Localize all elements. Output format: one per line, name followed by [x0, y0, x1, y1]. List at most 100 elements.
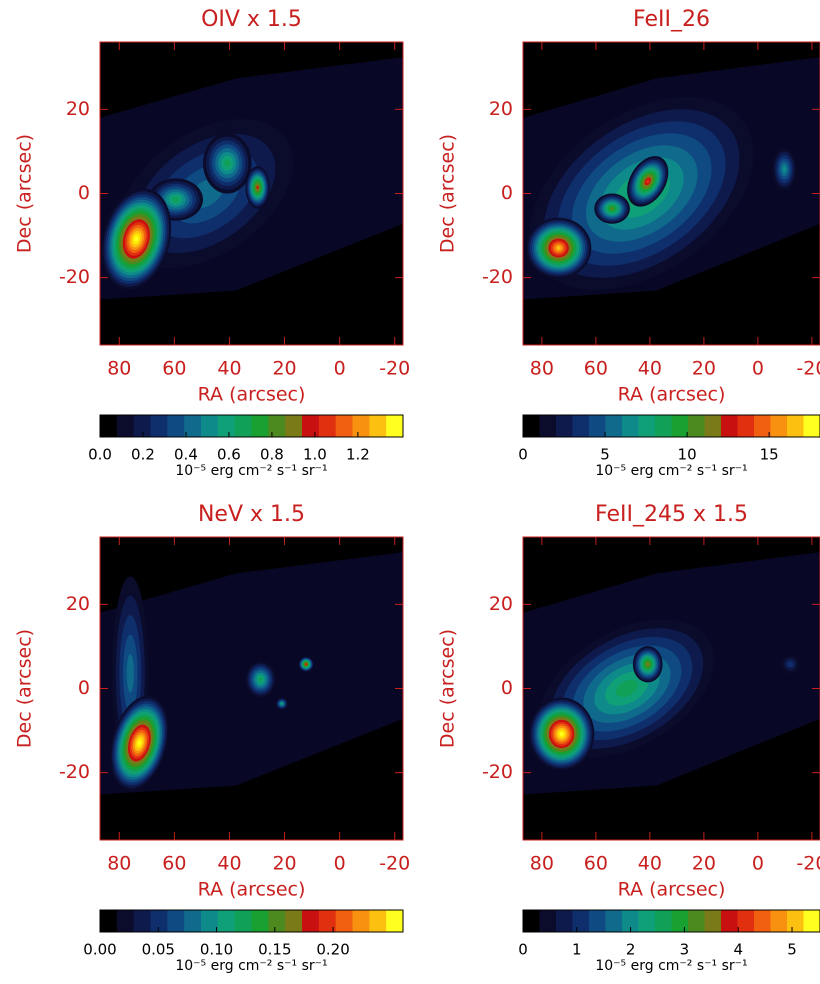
colorbar-segment	[589, 415, 606, 437]
colorbar-frame	[99, 909, 404, 933]
colorbar-label: 10⁻⁵ erg cm⁻² s⁻¹ sr⁻¹	[175, 463, 327, 479]
contour	[782, 165, 787, 173]
x-tick-label: -20	[379, 853, 410, 875]
colorbar-segment	[302, 415, 320, 437]
colorbar-segment	[556, 910, 573, 932]
contour	[610, 207, 614, 211]
colorbar-segment	[184, 415, 202, 437]
x-tick-label: 0	[752, 853, 764, 875]
colorbar-segment	[605, 415, 623, 437]
colorbar-segment	[268, 910, 286, 932]
x-tick-label: -20	[379, 358, 410, 380]
contour	[256, 185, 259, 190]
panel-title: FeII_26	[633, 7, 710, 32]
colorbar-segment	[285, 415, 303, 437]
colorbar-segment	[622, 415, 639, 437]
colorbar-segment	[268, 415, 286, 437]
colorbar-segment	[754, 415, 771, 437]
x-axis-label: RA (arcsec)	[618, 879, 726, 901]
colorbar-segment	[167, 415, 185, 437]
x-axis-label: RA (arcsec)	[198, 384, 306, 406]
colorbar-segment	[251, 415, 269, 437]
x-axis-label: RA (arcsec)	[618, 384, 726, 406]
colorbar-segment	[352, 415, 370, 437]
colorbar-segment	[352, 910, 370, 932]
x-tick-label: 80	[530, 853, 554, 875]
colorbar-segment	[721, 910, 738, 932]
colorbar-tick-label: 0	[518, 941, 528, 959]
colorbar-tick-label: 0.20	[316, 941, 349, 959]
contour	[280, 702, 283, 705]
panel-title: FeII_245 x 1.5	[595, 502, 748, 527]
colorbar-tick-label: 0.0	[88, 446, 112, 464]
colorbar-tick-label: 1.0	[303, 446, 327, 464]
colorbar-tick-label: 10	[678, 446, 697, 464]
x-tick-label: 20	[692, 853, 716, 875]
panel-title: OIV x 1.5	[201, 7, 302, 32]
y-tick-label: 20	[489, 593, 513, 615]
x-tick-label: 20	[272, 853, 296, 875]
colorbar-tick-label: 0.6	[217, 446, 241, 464]
colorbar-segment	[704, 910, 722, 932]
colorbar-segment	[184, 910, 202, 932]
x-tick-label: 80	[530, 358, 554, 380]
colorbar-tick-label: 3	[680, 941, 690, 959]
colorbar-segment	[523, 910, 540, 932]
colorbar-label: 10⁻⁵ erg cm⁻² s⁻¹ sr⁻¹	[175, 958, 327, 974]
x-tick-label: 60	[162, 358, 186, 380]
y-tick-label: -20	[482, 761, 513, 783]
colorbar-tick-label: 2	[626, 941, 636, 959]
colorbar-tick-label: 0.15	[258, 941, 291, 959]
contour	[126, 653, 134, 693]
y-tick-label: -20	[59, 761, 90, 783]
colorbar-segment	[671, 910, 689, 932]
x-tick-label: 0	[334, 358, 346, 380]
colorbar-segment	[318, 415, 337, 437]
colorbar-segment	[386, 415, 404, 437]
heatmap	[100, 42, 403, 345]
colorbar-segment	[539, 910, 557, 932]
contour	[137, 740, 142, 746]
y-axis-label: Dec (arcsec)	[437, 629, 459, 748]
contour	[559, 731, 564, 736]
colorbar-tick-label: 0	[518, 446, 528, 464]
colorbar-segment	[655, 415, 672, 437]
y-axis-label: Dec (arcsec)	[14, 629, 36, 748]
colorbar-segment	[622, 910, 639, 932]
colorbar-segment	[150, 415, 168, 437]
x-tick-label: 60	[162, 853, 186, 875]
colorbar-segment	[318, 910, 337, 932]
colorbar-tick-label: 5	[787, 941, 797, 959]
y-tick-label: -20	[59, 266, 90, 288]
contour	[556, 246, 561, 250]
colorbar-segment	[688, 910, 705, 932]
contour	[616, 679, 638, 698]
colorbar-tick-label: 1.2	[346, 446, 370, 464]
colorbar-segment	[251, 910, 269, 932]
colorbar-frame	[99, 414, 404, 438]
colorbar-segment	[737, 415, 755, 437]
x-tick-label: 80	[107, 853, 131, 875]
y-tick-label: 20	[489, 98, 513, 120]
contour	[258, 677, 263, 682]
colorbar-segment	[770, 415, 788, 437]
y-tick-label: 0	[501, 182, 513, 204]
y-tick-label: 0	[78, 182, 90, 204]
colorbar-segment	[704, 415, 722, 437]
colorbar-segment	[201, 910, 219, 932]
colorbar-label: 10⁻⁵ erg cm⁻² s⁻¹ sr⁻¹	[595, 958, 747, 974]
y-tick-label: 20	[66, 98, 90, 120]
contour	[646, 179, 650, 184]
colorbar-tick-label: 4	[733, 941, 743, 959]
x-tick-label: 40	[217, 358, 241, 380]
x-tick-label: 0	[752, 358, 764, 380]
heatmap	[523, 537, 820, 840]
contour	[134, 236, 139, 242]
colorbar-segment	[655, 910, 672, 932]
colorbar-tick-label: 0.10	[200, 941, 233, 959]
x-tick-label: 60	[584, 358, 608, 380]
colorbar-tick-label: 0.4	[174, 446, 198, 464]
colorbar-segment	[234, 415, 252, 437]
colorbar-segment	[787, 415, 804, 437]
